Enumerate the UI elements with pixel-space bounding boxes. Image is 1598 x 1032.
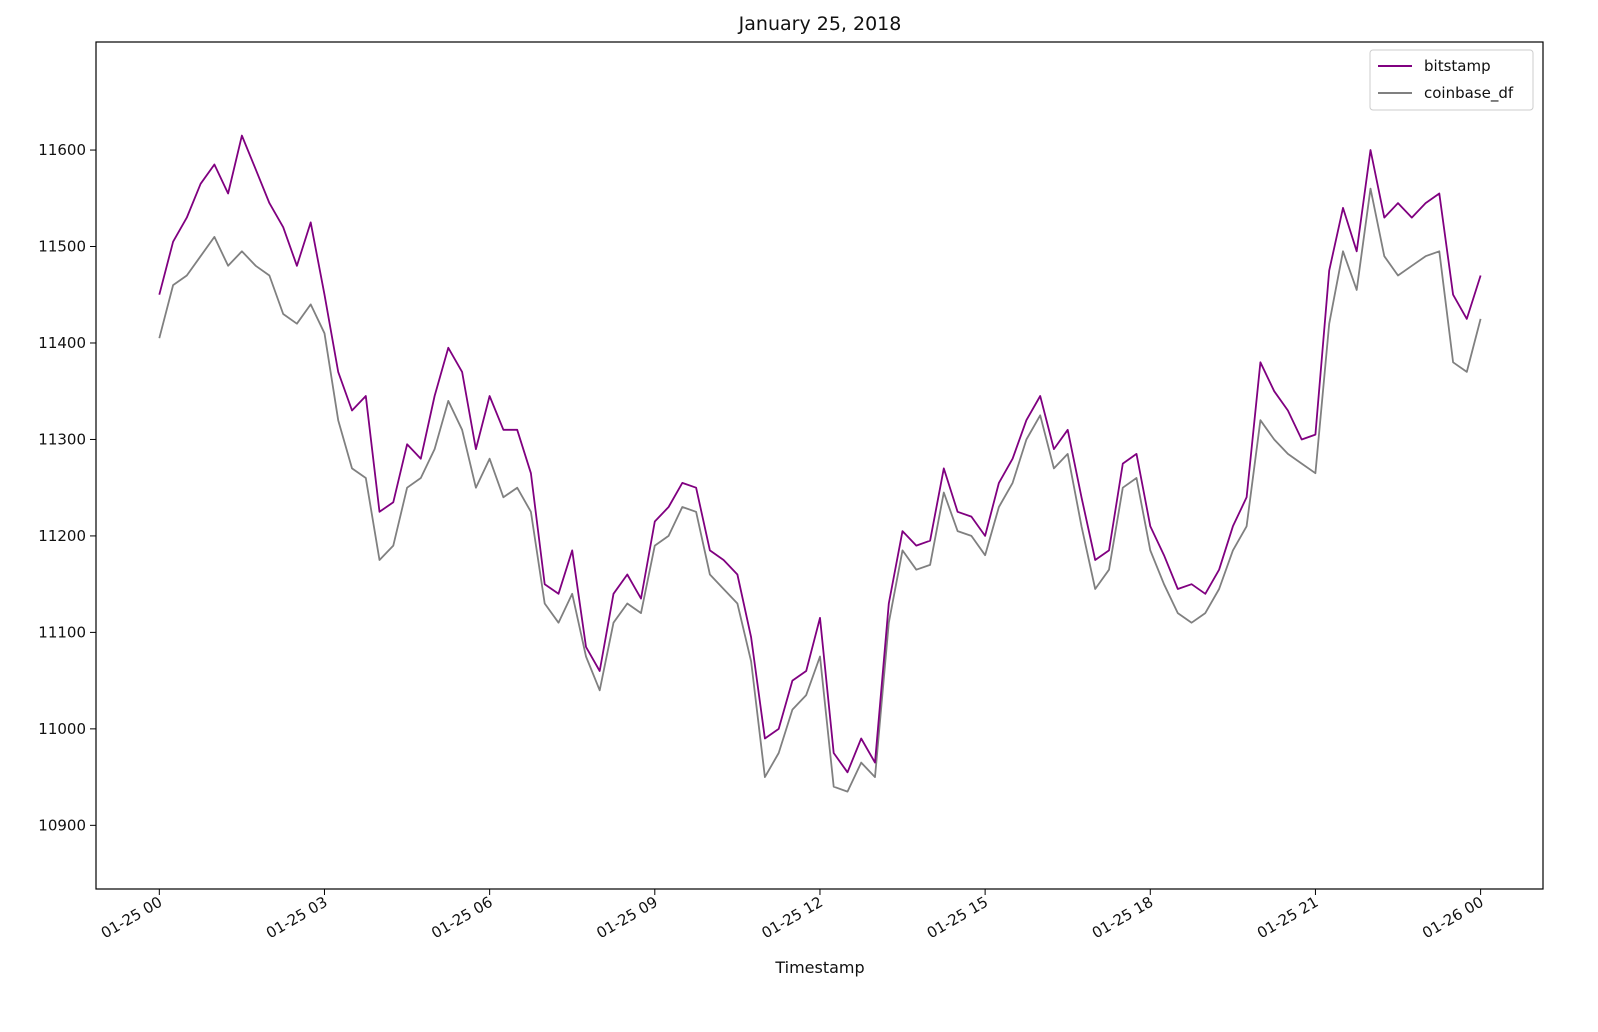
x-tick-label: 01-25 06 [428,893,495,942]
y-tick-label: 11500 [38,238,86,256]
x-axis: 01-25 00 01-25 03 01-25 06 01-25 09 01-25 12… [98,889,1487,942]
legend: bitstamp coinbase_df [1369,49,1534,111]
plot-area [158,134,1482,793]
y-tick-label: 11300 [38,430,86,448]
series-line-coinbase-df [158,187,1482,793]
x-tick-label: 01-25 21 [1254,893,1321,942]
x-tick-label: 01-25 15 [924,893,991,942]
x-tick-label: 01-25 09 [593,893,660,942]
y-tick-label: 10900 [38,816,86,834]
y-tick-label: 11400 [38,334,86,352]
legend-label-bitstamp: bitstamp [1424,57,1491,75]
x-tick-label: 01-26 00 [1419,893,1486,942]
x-axis-label: Timestamp [774,958,864,977]
axes-frame [95,41,1544,890]
y-tick-label: 11200 [38,527,86,545]
x-tick-label: 01-25 03 [263,893,330,942]
y-axis: 10900 11000 11100 11200 11300 11400 11500 11600 [38,141,96,834]
y-tick-label: 11100 [38,623,86,641]
x-tick-label: 01-25 00 [98,893,165,942]
legend-label-coinbase-df: coinbase_df [1424,84,1514,103]
y-tick-label: 11000 [38,720,86,738]
series-line-bitstamp [158,134,1482,774]
x-tick-label: 01-25 18 [1089,893,1156,942]
y-tick-label: 11600 [38,141,86,159]
chart-title: January 25, 2018 [738,13,902,35]
x-tick-label: 01-25 12 [759,893,826,942]
